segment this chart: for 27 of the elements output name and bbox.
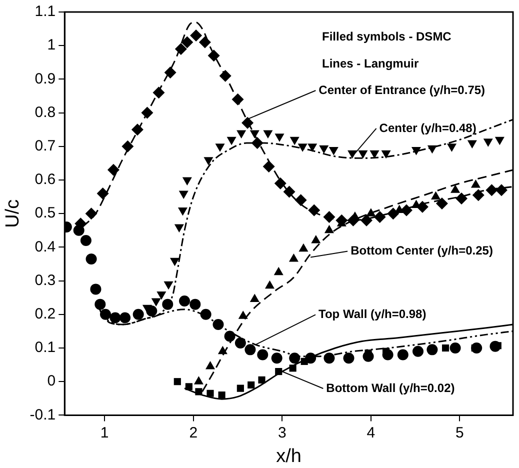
y-tick-label: 0.8 bbox=[34, 104, 56, 121]
annotation: Filled symbols - DSMC bbox=[322, 29, 452, 44]
annotation: Center of Entrance (y/h=0.75) bbox=[318, 82, 486, 97]
x-tick-label: 4 bbox=[366, 424, 376, 442]
x-tick-label: 5 bbox=[456, 424, 464, 442]
y-tick-label: 0.6 bbox=[34, 171, 56, 188]
y-tick-label: 0.9 bbox=[34, 70, 56, 88]
annotation: Top Wall (y/h=0.98) bbox=[318, 306, 426, 321]
x-tick-label: 1 bbox=[100, 424, 109, 442]
x-axis-title: x/h bbox=[276, 446, 302, 467]
y-tick-label: 0.5 bbox=[34, 204, 56, 222]
y-tick-label: 1.1 bbox=[34, 3, 56, 20]
annotation: Lines - Langmuir bbox=[322, 56, 420, 70]
annotation: Bottom Wall (y/h=0.02) bbox=[326, 380, 455, 395]
y-tick-label: 0.4 bbox=[34, 238, 56, 256]
y-tick-label: 0.7 bbox=[34, 138, 56, 155]
annotation: Bottom Center (y/h=0.25) bbox=[350, 244, 493, 258]
x-tick-label: 2 bbox=[189, 424, 198, 442]
y-tick-label: 0.1 bbox=[34, 339, 56, 356]
y-tick-label: -0.1 bbox=[30, 406, 56, 424]
y-tick-label: 1 bbox=[47, 36, 56, 54]
y-tick-label: 0.3 bbox=[34, 272, 56, 289]
y-tick-label: 0 bbox=[47, 372, 56, 390]
y-tick-label: 0.2 bbox=[34, 306, 56, 323]
annotation: Center (y/h=0.48) bbox=[379, 120, 476, 135]
y-axis-title: U/c bbox=[2, 199, 24, 228]
x-tick-label: 3 bbox=[278, 424, 286, 442]
